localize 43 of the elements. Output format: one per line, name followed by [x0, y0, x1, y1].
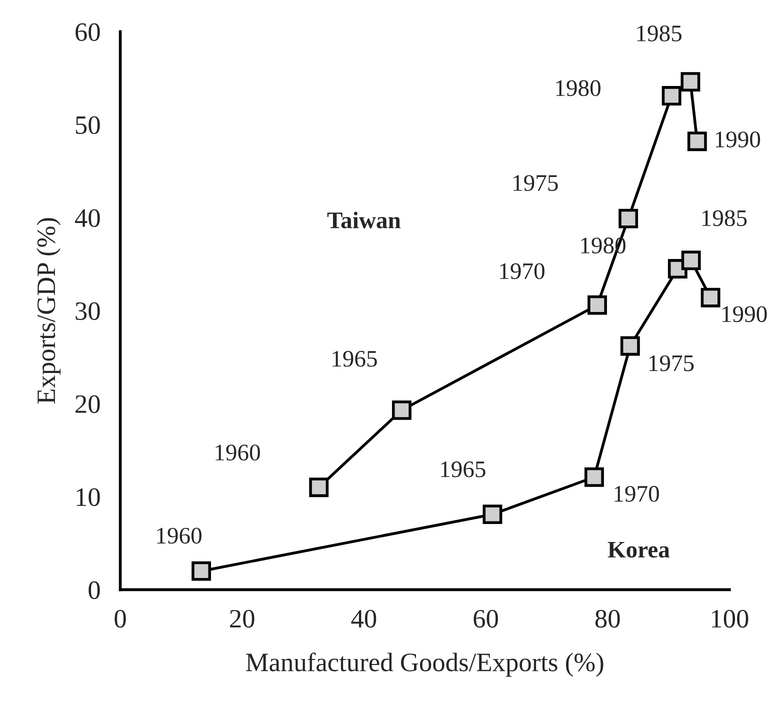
- annotation: 1990: [716, 132, 760, 148]
- point: [687, 132, 707, 152]
- x-tick-label: 20: [230, 610, 254, 628]
- annotation: 1965: [441, 461, 486, 478]
- point: [620, 336, 640, 356]
- point: [482, 504, 502, 524]
- y-axis-title: Exports/GDP (%): [36, 218, 61, 404]
- annotation: 1975: [514, 175, 558, 191]
- annotation: 1965: [332, 350, 377, 367]
- y-tick-label: 50: [76, 116, 100, 134]
- point: [618, 208, 638, 228]
- annotation: Korea: [608, 542, 670, 558]
- point: [680, 72, 700, 92]
- y-tick-label: 20: [76, 395, 100, 414]
- annotation: 1985: [637, 25, 682, 42]
- x-tick-label: 100: [712, 610, 748, 628]
- y-tick-label: 0: [88, 581, 100, 600]
- point: [681, 250, 701, 270]
- annotation: 1960: [216, 444, 260, 461]
- point: [662, 86, 682, 106]
- x-tick-label: 60: [474, 610, 498, 628]
- annotation: Taiwan: [327, 212, 401, 228]
- annotation: 1970: [614, 486, 659, 502]
- y-tick-label: 30: [76, 302, 100, 320]
- annotation: 1970: [500, 263, 544, 280]
- annotation: 1960: [157, 528, 202, 544]
- point: [192, 561, 212, 581]
- x-tick-label: 40: [351, 610, 376, 628]
- y-tick-label: 40: [74, 209, 100, 228]
- point: [584, 467, 604, 487]
- point: [700, 288, 720, 308]
- annotation: 1980: [556, 80, 600, 96]
- annotation: 1990: [722, 306, 767, 322]
- point: [309, 478, 329, 498]
- y-tick-label: 60: [76, 23, 100, 42]
- annotation: 1975: [649, 355, 694, 372]
- point: [392, 400, 412, 420]
- point: [588, 295, 607, 315]
- x-axis-title: Manufactured Goods/Exports (%): [246, 652, 604, 677]
- x-tick-label: 80: [595, 610, 620, 628]
- x-tick-label: 0: [114, 610, 126, 628]
- annotation: 1985: [702, 210, 747, 226]
- y-tick-label: 10: [76, 488, 100, 506]
